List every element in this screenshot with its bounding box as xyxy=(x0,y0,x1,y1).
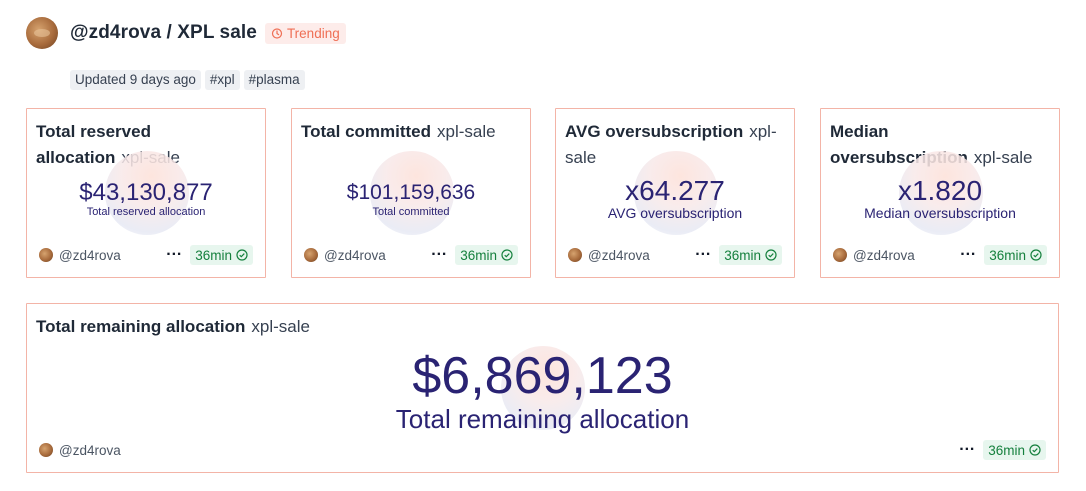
card-avg-oversubscription[interactable]: AVG oversubscription xpl-sale x64.277 AVG… xyxy=(555,108,795,278)
username[interactable]: @zd4rova xyxy=(324,247,386,263)
card-total-remaining[interactable]: Total remaining allocation xpl-sale $6,86… xyxy=(26,303,1059,473)
more-dots-icon[interactable]: ··· xyxy=(959,441,976,458)
card-glow xyxy=(105,151,189,235)
check-circle-icon xyxy=(501,249,513,261)
card-footer: @zd4rova ··· 36min xyxy=(304,245,518,265)
user-avatar[interactable] xyxy=(304,248,318,262)
username[interactable]: @zd4rova xyxy=(588,247,650,263)
metric-label: Median oversubscription xyxy=(864,205,1016,221)
metric-value: $101,159,636 xyxy=(346,181,476,204)
metric-value: x1.820 xyxy=(897,175,983,206)
card-title: Total committed xpl-sale xyxy=(301,119,526,145)
card-tag: xpl-sale xyxy=(565,122,777,167)
metric-label: Total remaining allocation xyxy=(395,404,690,434)
card-footer: @zd4rova ··· 36min xyxy=(39,245,253,265)
user-avatar[interactable] xyxy=(39,443,53,457)
more-dots-icon[interactable]: ··· xyxy=(431,246,448,263)
card-total-committed[interactable]: Total committed xpl-sale $101,159,636 Tot… xyxy=(291,108,531,278)
metric-value: $43,130,877 xyxy=(79,179,213,206)
time-badge: 36min xyxy=(190,245,253,265)
check-circle-icon xyxy=(765,249,777,261)
check-circle-icon xyxy=(236,249,248,261)
user-avatar[interactable] xyxy=(568,248,582,262)
time-badge: 36min xyxy=(719,245,782,265)
time-text: 36min xyxy=(989,247,1026,263)
card-glow xyxy=(501,346,585,430)
more-dots-icon[interactable]: ··· xyxy=(166,246,183,263)
card-glow xyxy=(370,151,454,235)
metric-label: AVG oversubscription xyxy=(607,205,743,221)
card-tag: xpl-sale xyxy=(251,317,310,336)
time-text: 36min xyxy=(988,442,1025,458)
time-badge: 36min xyxy=(983,440,1046,460)
metric-value: x64.277 xyxy=(625,175,725,206)
username[interactable]: @zd4rova xyxy=(59,442,121,458)
trending-label: Trending xyxy=(286,25,340,41)
check-circle-icon xyxy=(1030,249,1042,261)
page-header: @zd4rova / XPL sale Trending xyxy=(26,16,346,50)
username[interactable]: @zd4rova xyxy=(59,247,121,263)
tag-chip-xpl[interactable]: #xpl xyxy=(204,70,240,90)
time-badge: 36min xyxy=(984,245,1047,265)
card-tag: xpl-sale xyxy=(973,148,1033,167)
check-circle-icon xyxy=(1029,444,1041,456)
card-footer: @zd4rova ··· 36min xyxy=(833,245,1047,265)
timer-icon xyxy=(271,28,283,39)
card-title-text: AVG oversubscription xyxy=(565,122,744,141)
card-tag: xpl-sale xyxy=(437,122,496,141)
trending-badge[interactable]: Trending xyxy=(264,22,346,44)
time-text: 36min xyxy=(195,247,232,263)
card-title: Total remaining allocation xpl-sale xyxy=(36,314,636,340)
time-badge: 36min xyxy=(455,245,518,265)
user-avatar[interactable] xyxy=(833,248,847,262)
meta-row: Updated 9 days ago #xpl #plasma xyxy=(70,70,305,90)
more-dots-icon[interactable]: ··· xyxy=(695,246,712,263)
card-glow xyxy=(634,151,718,235)
page-title: @zd4rova / XPL sale xyxy=(70,22,257,43)
updated-chip: Updated 9 days ago xyxy=(70,70,201,90)
time-text: 36min xyxy=(724,247,761,263)
card-footer: @zd4rova ··· 36min xyxy=(39,440,1046,460)
more-dots-icon[interactable]: ··· xyxy=(960,246,977,263)
card-title-text: Total reserved allocation xyxy=(36,122,151,167)
tag-chip-plasma[interactable]: #plasma xyxy=(243,70,305,90)
metric-label: Total committed xyxy=(372,206,450,218)
card-glow xyxy=(899,151,983,235)
card-title-text: Total remaining allocation xyxy=(36,317,246,336)
card-footer: @zd4rova ··· 36min xyxy=(568,245,782,265)
card-median-oversubscription[interactable]: Median oversubscription xpl-sale x1.820 M… xyxy=(820,108,1060,278)
author-avatar[interactable] xyxy=(26,17,58,49)
user-avatar[interactable] xyxy=(39,248,53,262)
card-title-text: Total committed xyxy=(301,122,432,141)
time-text: 36min xyxy=(460,247,497,263)
username[interactable]: @zd4rova xyxy=(853,247,915,263)
metric-label: Total reserved allocation xyxy=(86,206,206,218)
metric-value: $6,869,123 xyxy=(412,347,673,405)
card-title: AVG oversubscription xpl-sale xyxy=(565,119,790,171)
